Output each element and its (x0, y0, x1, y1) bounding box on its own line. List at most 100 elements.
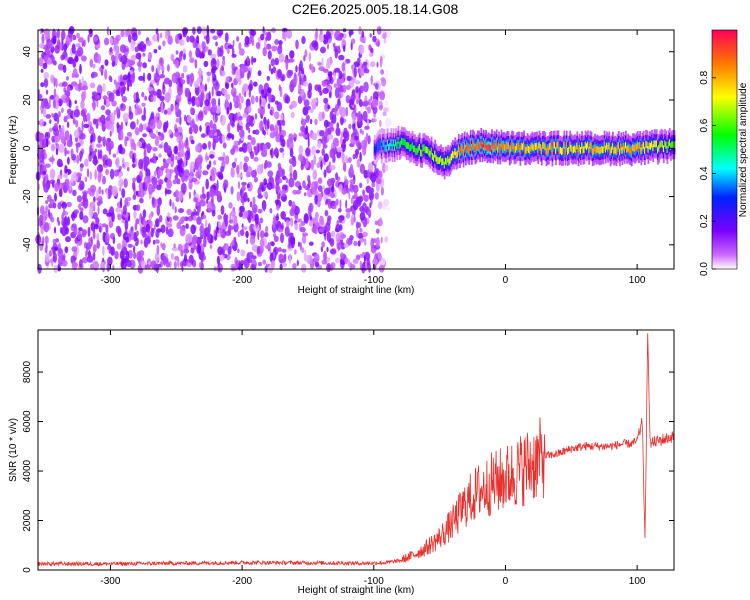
signal-cell (612, 142, 614, 150)
signal-cell (494, 143, 497, 151)
noise-cell (259, 95, 262, 105)
noise-cell (285, 219, 290, 227)
noise-cell (109, 112, 116, 124)
noise-cell (334, 67, 341, 73)
noise-cell (117, 213, 122, 221)
noise-cell (58, 182, 64, 190)
noise-cell (268, 63, 271, 72)
noise-cell (151, 96, 154, 103)
noise-cell (73, 129, 80, 138)
noise-cell (136, 204, 141, 212)
signal-cell (617, 142, 620, 149)
noise-cell (234, 101, 239, 109)
noise-cell (230, 167, 235, 178)
noise-cell (339, 116, 344, 126)
noise-cell (337, 207, 342, 213)
noise-cell (160, 224, 166, 234)
noise-cell (288, 177, 295, 188)
noise-cell (62, 220, 68, 229)
noise-cell (92, 36, 98, 42)
noise-cell (53, 226, 57, 234)
signal-cell (662, 145, 665, 153)
noise-cell (116, 149, 119, 155)
noise-cell (338, 184, 343, 192)
noise-cell (260, 97, 267, 108)
noise-cell (246, 114, 253, 126)
noise-cell (230, 148, 236, 155)
signal-cell (479, 144, 481, 152)
noise-cell (97, 135, 102, 144)
noise-cell (81, 76, 84, 87)
noise-cell (134, 46, 139, 53)
noise-cell (173, 145, 178, 155)
noise-cell (329, 126, 335, 132)
signal-cell (595, 146, 598, 154)
noise-cell (243, 191, 248, 203)
noise-cell (221, 134, 226, 143)
noise-cell (236, 164, 240, 175)
signal-cell (644, 147, 646, 154)
noise-cell (130, 72, 135, 84)
noise-cell (330, 230, 336, 238)
noise-cell (357, 124, 361, 129)
noise-cell (270, 260, 276, 269)
signal-cell (420, 149, 422, 157)
signal-cell (530, 144, 532, 152)
noise-cell (256, 164, 264, 175)
noise-cell (380, 236, 383, 244)
noise-cell (263, 162, 267, 170)
noise-cell (74, 136, 79, 143)
signal-cell (447, 156, 450, 163)
x-tick-label: 0 (503, 275, 509, 286)
noise-cell (227, 44, 234, 49)
noise-cell (382, 162, 386, 174)
noise-cell (166, 179, 173, 189)
noise-cell (172, 215, 179, 221)
noise-cell (335, 172, 339, 181)
noise-cell (143, 175, 151, 185)
noise-cell (350, 264, 356, 269)
noise-cell (259, 182, 264, 187)
noise-cell (93, 196, 96, 203)
noise-cell (294, 222, 299, 231)
noise-cell (42, 170, 47, 175)
noise-cell (194, 59, 198, 69)
noise-cell (185, 136, 189, 147)
noise-cell (318, 228, 325, 233)
noise-cell (76, 172, 83, 178)
noise-cell (77, 230, 82, 240)
noise-cell (43, 55, 48, 63)
noise-cell (45, 89, 49, 95)
signal-cell (545, 148, 548, 156)
noise-cell (227, 48, 230, 54)
signal-cell (521, 143, 524, 151)
noise-cell (248, 83, 253, 91)
noise-cell (60, 30, 66, 40)
signal-cell (433, 154, 435, 162)
noise-cell (80, 233, 87, 238)
noise-cell (341, 188, 347, 195)
noise-cell (222, 142, 227, 149)
noise-cell (73, 209, 80, 215)
noise-cell (359, 260, 362, 268)
noise-cell (164, 92, 171, 103)
spectrogram-noise (35, 24, 392, 274)
noise-cell (259, 238, 265, 248)
noise-cell (370, 197, 373, 206)
noise-cell (207, 76, 211, 83)
noise-cell (277, 167, 284, 178)
noise-cell (133, 93, 137, 101)
noise-cell (289, 50, 295, 59)
noise-cell (318, 35, 325, 42)
noise-cell (141, 102, 146, 107)
noise-cell (231, 161, 237, 169)
signal-cell (593, 147, 595, 155)
x-tick-label: -200 (232, 576, 252, 587)
noise-cell (74, 237, 79, 244)
noise-cell (269, 149, 273, 156)
noise-cell (70, 81, 78, 87)
noise-cell (134, 157, 138, 167)
signal-cell (588, 146, 591, 154)
noise-cell (377, 201, 383, 210)
noise-cell (184, 150, 191, 161)
